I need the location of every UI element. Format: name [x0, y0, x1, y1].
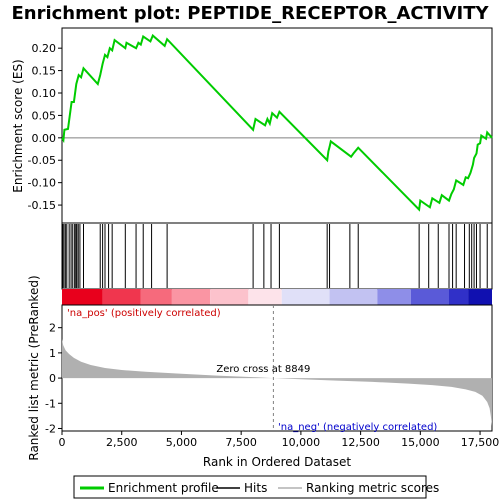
x-tick-label: 5,000: [166, 436, 198, 449]
legend: Enrichment profile Hits Ranking metric s…: [73, 475, 439, 499]
x-tick-label: 7,500: [225, 436, 257, 449]
hits-panel: [61, 222, 493, 305]
es-y-tick-label: 0.20: [32, 42, 57, 55]
ranking-colorbar: [62, 289, 492, 305]
es-y-tick-label: 0.00: [32, 132, 57, 145]
x-axis-label: Rank in Ordered Dataset: [203, 455, 351, 469]
colorbar-segment: [468, 289, 492, 305]
metric-y-tick-label: -2: [45, 422, 56, 435]
negative-correlation-label: 'na_neg' (negatively correlated): [278, 422, 437, 433]
colorbar-segment: [140, 289, 172, 305]
x-tick-label: 15,000: [401, 436, 440, 449]
es-y-axis-label: Enrichment score (ES): [11, 59, 25, 192]
es-y-ticks: -0.15 -0.10 -0.05 0.00 0.05 0.10 0.15 0.20: [28, 42, 62, 212]
ranking-metric-area: [62, 339, 492, 426]
metric-panel-frame: [61, 304, 493, 432]
colorbar-segment: [62, 289, 103, 305]
x-tick-label: 0: [59, 436, 66, 449]
metric-y-tick-label: 2: [49, 322, 56, 335]
colorbar-segment: [171, 289, 211, 305]
enrichment-profile-line: [61, 33, 493, 212]
metric-y-ticks: -2 -1 0 1 2: [45, 322, 62, 435]
metric-y-tick-label: 0: [49, 372, 56, 385]
x-tick-label: 12,500: [341, 436, 380, 449]
hits-panel-frame: [61, 222, 493, 290]
colorbar-segment: [377, 289, 411, 305]
colorbar-segment: [410, 289, 449, 305]
es-y-tick-label: 0.15: [32, 65, 57, 78]
colorbar-segment: [210, 289, 249, 305]
es-y-tick-label: 0.05: [32, 109, 57, 122]
hit-lines: [62, 224, 488, 288]
es-y-tick-label: -0.05: [28, 154, 56, 167]
x-tick-label: 17,500: [461, 436, 500, 449]
metric-panel: Zero cross at 8849 'na_pos' (positively …: [27, 275, 493, 461]
legend-label-enrichment-profile: Enrichment profile: [108, 481, 219, 495]
es-y-tick-label: 0.10: [32, 87, 57, 100]
colorbar-segment: [329, 289, 378, 305]
x-axis-ticks: 0 2,500 5,000 7,500 10,000 12,500 15,000 17,500: [59, 431, 500, 449]
metric-y-tick-label: -1: [45, 397, 56, 410]
es-y-tick-label: -0.10: [28, 177, 56, 190]
x-tick-label: 2,500: [106, 436, 138, 449]
es-y-tick-label: -0.15: [28, 199, 56, 212]
x-tick-label: 10,000: [282, 436, 321, 449]
es-panel: -0.15 -0.10 -0.05 0.00 0.05 0.10 0.15 0.20 Enri…: [11, 27, 493, 224]
colorbar-segment: [449, 289, 469, 305]
positive-correlation-label: 'na_pos' (positively correlated): [67, 308, 221, 319]
colorbar-segment: [248, 289, 282, 305]
zero-cross-label: Zero cross at 8849: [216, 364, 310, 375]
colorbar-segment: [281, 289, 330, 305]
chart-title: Enrichment plot: PEPTIDE_RECEPTOR_ACTIVI…: [11, 3, 489, 24]
legend-box: [73, 475, 427, 499]
es-panel-frame: [61, 27, 493, 224]
colorbar-segment: [102, 289, 141, 305]
metric-y-tick-label: 1: [49, 347, 56, 360]
metric-y-axis-label: Ranked list metric (PreRanked): [27, 275, 41, 460]
legend-label-ranking-metric: Ranking metric scores: [306, 481, 439, 495]
legend-label-hits: Hits: [244, 481, 267, 495]
